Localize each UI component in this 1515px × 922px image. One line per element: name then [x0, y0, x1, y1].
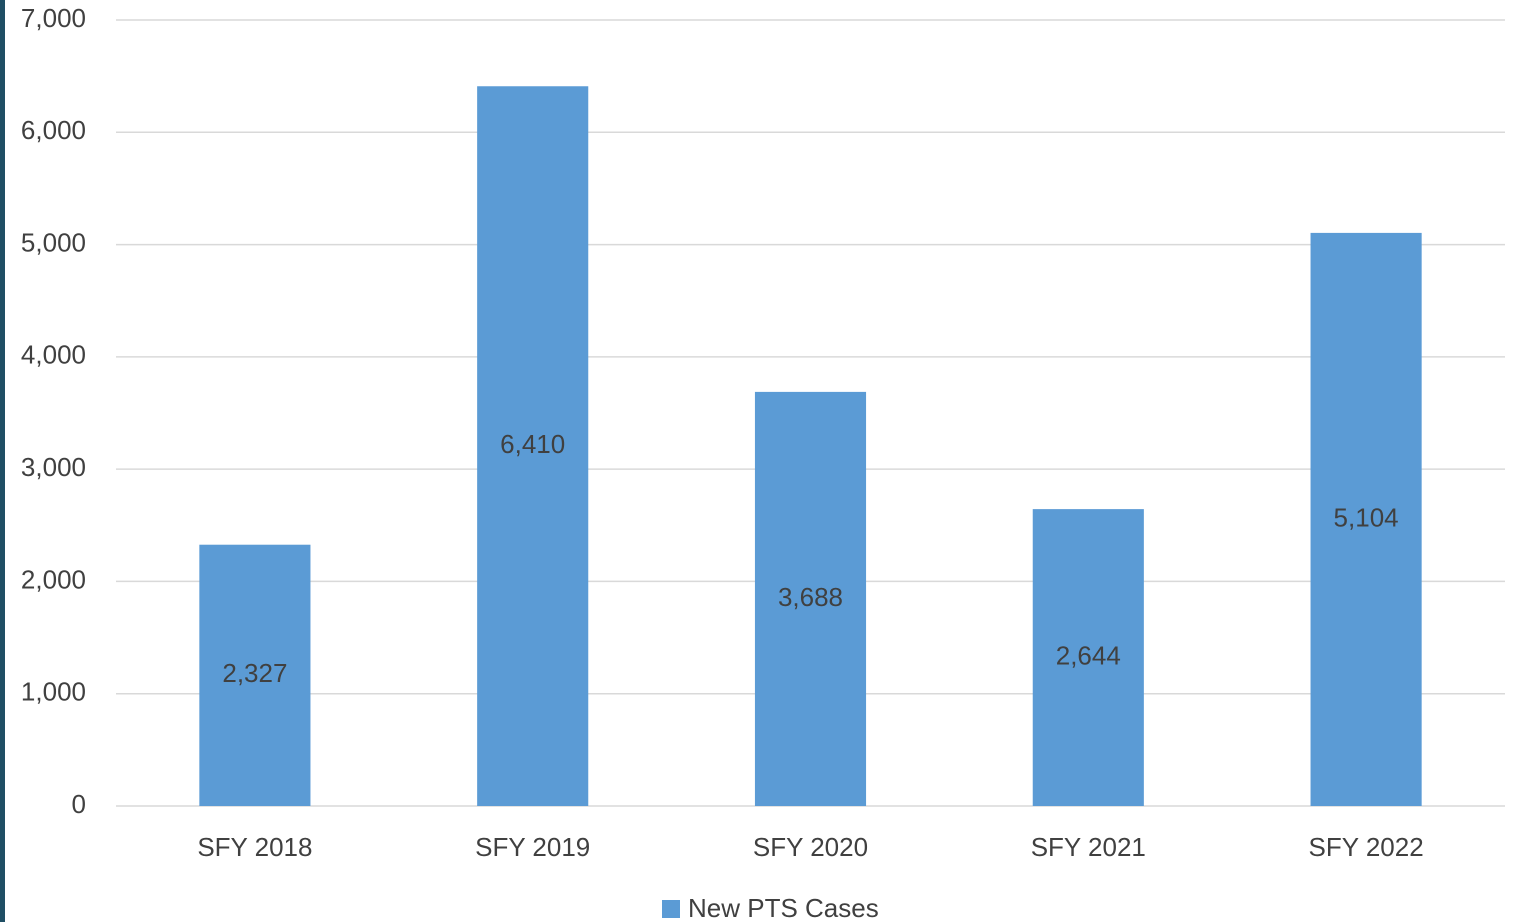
x-tick-label: SFY 2022 — [1309, 832, 1424, 862]
bar — [754, 391, 867, 806]
data-label: 5,104 — [1334, 502, 1399, 532]
data-label: 2,644 — [1056, 640, 1121, 670]
bar — [1310, 232, 1422, 807]
side-strip — [0, 0, 5, 922]
x-tick-label: SFY 2018 — [197, 832, 312, 862]
y-tick-label: 0 — [72, 789, 86, 819]
y-tick-label: 6,000 — [21, 115, 86, 145]
y-tick-label: 1,000 — [21, 677, 86, 707]
x-tick-label: SFY 2019 — [475, 832, 590, 862]
y-tick-label: 2,000 — [21, 564, 86, 594]
data-label: 3,688 — [778, 582, 843, 612]
y-tick-label: 4,000 — [21, 340, 86, 370]
bar — [1032, 509, 1144, 806]
data-label: 6,410 — [500, 429, 565, 459]
y-tick-label: 5,000 — [21, 227, 86, 257]
legend-swatch — [662, 900, 680, 918]
x-tick-label: SFY 2021 — [1031, 832, 1146, 862]
x-tick-label: SFY 2020 — [753, 832, 868, 862]
data-label: 2,327 — [222, 658, 287, 688]
y-tick-label: 7,000 — [21, 3, 86, 33]
bar — [199, 544, 311, 806]
bar — [477, 86, 589, 806]
y-tick-label: 3,000 — [21, 452, 86, 482]
legend-label: New PTS Cases — [688, 893, 879, 922]
